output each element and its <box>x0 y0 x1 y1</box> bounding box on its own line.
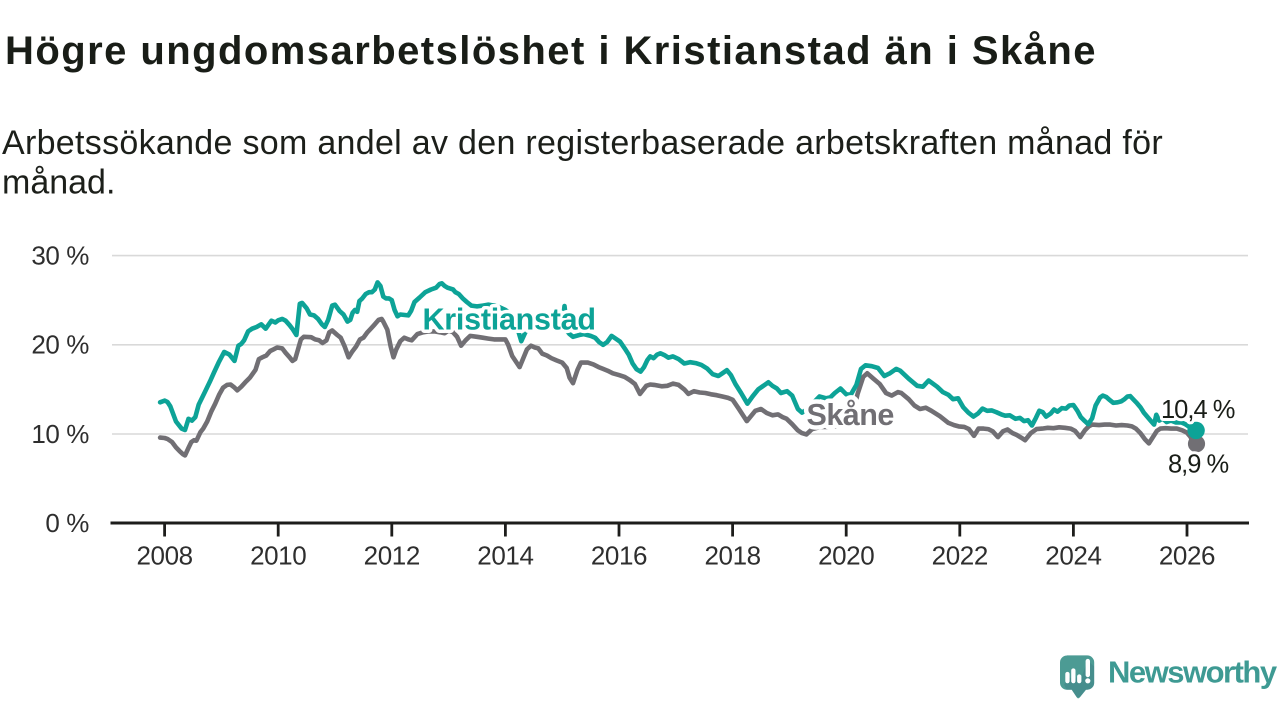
svg-text:månad.: månad. <box>2 164 115 202</box>
svg-text:10 %: 10 % <box>31 419 89 449</box>
svg-text:Skåne: Skåne <box>807 398 894 432</box>
svg-text:8,9 %: 8,9 % <box>1168 451 1229 479</box>
svg-text:2026: 2026 <box>1159 541 1215 571</box>
svg-text:30 %: 30 % <box>31 241 89 271</box>
svg-text:2024: 2024 <box>1045 541 1101 571</box>
svg-text:2014: 2014 <box>477 541 533 571</box>
svg-text:2020: 2020 <box>818 541 874 571</box>
svg-text:Skåne: Skåne <box>807 398 894 432</box>
svg-text:20 %: 20 % <box>31 330 89 360</box>
svg-text:0 %: 0 % <box>45 508 89 538</box>
svg-text:Kristianstad: Kristianstad <box>423 303 596 337</box>
svg-text:2012: 2012 <box>364 541 420 571</box>
svg-text:2016: 2016 <box>591 541 647 571</box>
svg-text:10,4 %: 10,4 % <box>1161 396 1235 424</box>
svg-text:Arbetssökande som andel av den: Arbetssökande som andel av den registerb… <box>2 124 1163 162</box>
svg-text:Kristianstad: Kristianstad <box>423 303 596 337</box>
svg-text:2022: 2022 <box>932 541 988 571</box>
svg-text:2018: 2018 <box>704 541 760 571</box>
svg-text:10,4 %: 10,4 % <box>1161 396 1235 424</box>
svg-text:Högre ungdomsarbetslöshet i Kr: Högre ungdomsarbetslöshet i Kristianstad… <box>5 29 1097 73</box>
svg-text:8,9 %: 8,9 % <box>1168 451 1229 479</box>
svg-text:2010: 2010 <box>250 541 306 571</box>
svg-text:2008: 2008 <box>136 541 192 571</box>
svg-text:Newsworthy: Newsworthy <box>1108 655 1278 690</box>
